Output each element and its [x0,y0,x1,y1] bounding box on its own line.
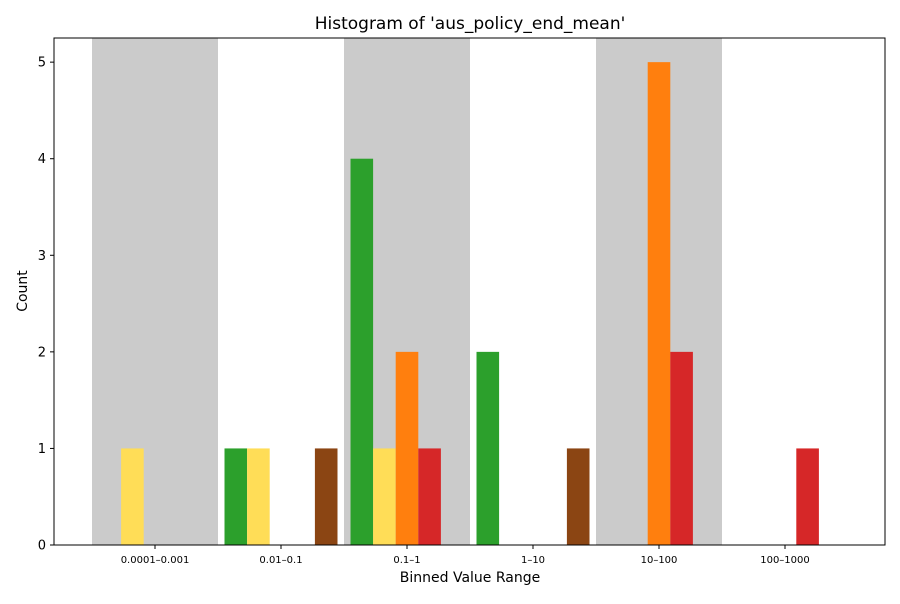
bar [314,448,338,545]
bar [418,448,441,545]
x-tick-label: 100–1000 [760,555,810,566]
y-tick-label: 3 [38,249,46,264]
bar [224,448,248,545]
x-tick-label: 0.0001–0.001 [121,555,190,566]
bar-layer [121,62,819,545]
bar [373,448,396,545]
x-tick-label: 1–10 [521,555,545,566]
bar [350,158,374,545]
x-ticks: 0.0001–0.001 0.01–0.1 0.1–1 1–10 10–100 100–1… [121,545,810,566]
y-tick-label: 5 [38,56,46,71]
bar [796,448,819,545]
bar [121,448,144,545]
y-tick-label: 2 [38,345,46,360]
bar [395,351,419,545]
plot-frame [53,37,886,546]
bar [247,448,270,545]
y-axis-label: Count [15,270,31,312]
shaded-bin-band [92,38,218,545]
bar [566,448,590,545]
x-axis-label: Binned Value Range [400,570,540,586]
bar [647,62,671,545]
y-tick-label: 4 [38,152,46,167]
x-tick-label: 10–100 [641,555,678,566]
bar [670,351,693,545]
chart-title: Histogram of 'aus_policy_end_mean' [315,14,626,34]
bar [476,351,500,545]
y-ticks: 0 1 2 3 4 5 [38,56,54,554]
x-tick-label: 0.1–1 [393,555,420,566]
x-tick-label: 0.01–0.1 [259,555,302,566]
y-tick-label: 1 [38,442,46,457]
shade-layer [92,38,722,545]
y-tick-label: 0 [38,539,46,554]
